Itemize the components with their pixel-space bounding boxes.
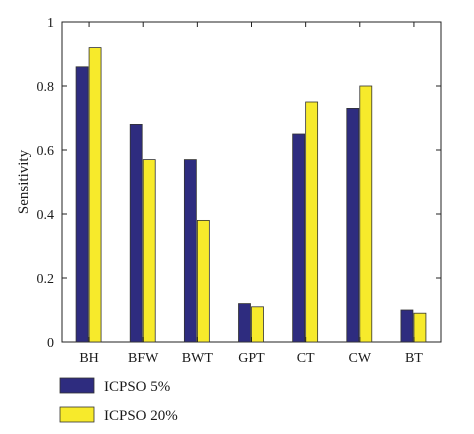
bar-bt-series-1 [400,309,414,343]
legend-label-series-2: ICPSO 20% [104,408,178,424]
y-tick-label: 0.6 [37,144,55,159]
x-tick-label: GPT [238,351,265,366]
bar-gpt-series-2 [251,306,264,343]
y-axis-ticks: 0 0.2 0.4 0.6 0.8 1 [37,16,441,351]
x-tick-label: CW [349,351,372,366]
bar-bt-series-2 [413,312,427,343]
x-tick-label: BT [405,351,423,366]
y-tick-label: 1 [47,16,54,31]
x-tick-label: BH [79,351,98,366]
legend: ICPSO 5% ICPSO 20% [59,377,178,424]
y-tick-label: 0.4 [37,208,55,223]
y-axis-label: Sensitivity [16,149,32,214]
y-tick-label: 0.2 [37,272,55,287]
x-tick-label: BFW [128,351,159,366]
bars-group [75,47,427,343]
legend-swatch-series-2 [59,406,95,423]
bar-cw-series-2 [359,85,373,343]
plot-frame [61,21,442,343]
y-tick-label: 0.8 [37,80,55,95]
x-tick-label: BWT [182,351,214,366]
bar-cw-series-1 [346,108,360,343]
bar-bfw-series-2 [142,159,156,343]
bar-bwt-series-1 [183,159,197,343]
x-tick-label: CT [297,351,315,366]
bar-bwt-series-2 [196,219,210,343]
x-axis-ticks: BH BFW BWT GPT CT CW BT [79,22,423,366]
bar-bfw-series-1 [129,124,143,343]
bar-bh-series-2 [88,47,102,343]
legend-label-series-1: ICPSO 5% [104,379,170,395]
y-tick-label: 0 [47,336,54,351]
bar-gpt-series-1 [238,303,251,343]
bar-bh-series-1 [75,66,89,343]
legend-swatch-series-1 [59,377,95,394]
bar-ct-series-2 [305,101,319,343]
bar-ct-series-1 [292,133,306,343]
